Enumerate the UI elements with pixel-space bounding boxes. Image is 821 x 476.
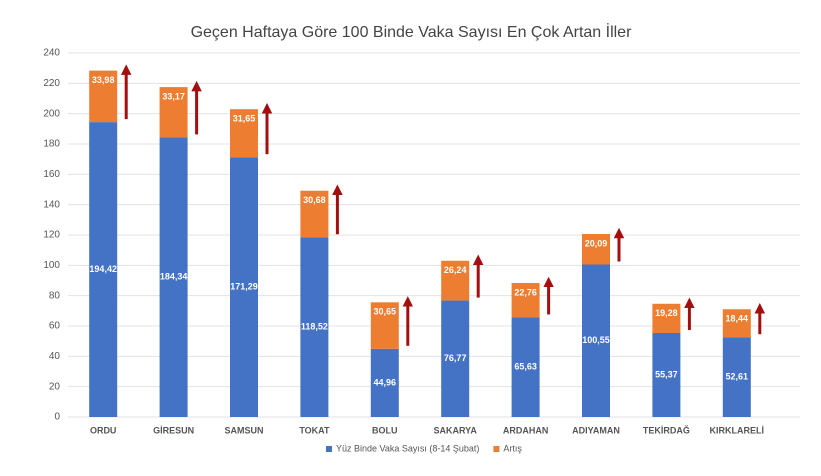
y-tick-label: 80 (49, 290, 61, 301)
data-label: 30,65 (374, 307, 397, 317)
data-label: 65,63 (514, 362, 537, 372)
x-tick-label: TOKAT (299, 425, 330, 435)
chart-title: Geçen Haftaya Göre 100 Binde Vaka Sayısı… (191, 22, 633, 41)
data-label: 100,55 (582, 335, 610, 345)
data-label: 33,17 (162, 91, 185, 101)
bar-segment (300, 190, 329, 238)
data-label: 171,29 (230, 281, 258, 291)
data-label: 31,65 (233, 114, 256, 124)
data-label: 33,98 (92, 75, 115, 85)
legend-label: Artış (503, 443, 522, 453)
x-tick-label: TEKİRDAĞ (643, 424, 690, 435)
bar-segment (652, 303, 681, 334)
y-tick-label: 160 (43, 169, 60, 180)
bar-segment (300, 237, 329, 417)
bar-segment (230, 157, 258, 418)
data-label: 44,96 (374, 377, 397, 387)
x-tick-label: SAMSUN (224, 425, 263, 435)
data-label: 19,28 (655, 308, 678, 318)
data-label: 76,77 (444, 353, 467, 363)
bar-segment (511, 282, 540, 318)
bar-segment (441, 300, 470, 417)
legend-label: Yüz Binde Vaka Sayısı (8-14 Şubat) (336, 443, 479, 453)
bar-segment (370, 348, 399, 417)
x-tick-label: ORDU (90, 425, 117, 435)
y-tick-label: 20 (49, 381, 61, 392)
y-tick-label: 120 (43, 230, 60, 241)
x-tick-label: ARDAHAN (503, 425, 549, 435)
legend-swatch (493, 446, 500, 452)
bar-segment (582, 264, 610, 417)
data-label: 20,09 (585, 238, 608, 248)
x-tick-label: BOLU (372, 425, 398, 435)
data-label: 55,37 (655, 369, 678, 379)
data-label: 18,44 (726, 314, 749, 324)
data-label: 184,34 (160, 272, 188, 282)
x-tick-label: SAKARYA (434, 425, 478, 435)
bar-segment (89, 70, 118, 123)
y-tick-label: 40 (49, 351, 61, 362)
x-tick-label: GİRESUN (153, 425, 194, 435)
y-tick-label: 240 (43, 48, 60, 59)
x-tick-label: KIRKLARELİ (710, 425, 765, 435)
bar-segment (370, 302, 399, 349)
y-tick-label: 140 (43, 199, 60, 210)
bar-segment (159, 87, 188, 138)
bar-segment (89, 122, 118, 417)
y-tick-label: 100 (43, 260, 60, 271)
x-tick-label: ADIYAMAN (572, 425, 620, 435)
bar-segment (230, 109, 258, 158)
bar-segment (441, 260, 470, 301)
bar-segment (511, 317, 540, 417)
bar-segment (159, 137, 188, 417)
bar-segment (582, 234, 610, 265)
data-label: 52,61 (726, 371, 749, 381)
bar-segment (722, 309, 751, 338)
bar-segment (652, 333, 681, 417)
y-tick-label: 220 (43, 78, 60, 89)
y-tick-label: 0 (54, 412, 60, 423)
data-label: 118,52 (301, 321, 328, 331)
y-tick-label: 200 (43, 108, 60, 119)
bar-segment (722, 337, 751, 417)
data-label: 30,68 (303, 195, 326, 205)
y-tick-label: 60 (49, 321, 61, 332)
data-label: 194,42 (89, 264, 117, 274)
data-label: 26,24 (444, 265, 467, 275)
legend-swatch (326, 446, 332, 452)
data-label: 22,76 (514, 287, 537, 297)
y-tick-label: 180 (43, 139, 60, 150)
